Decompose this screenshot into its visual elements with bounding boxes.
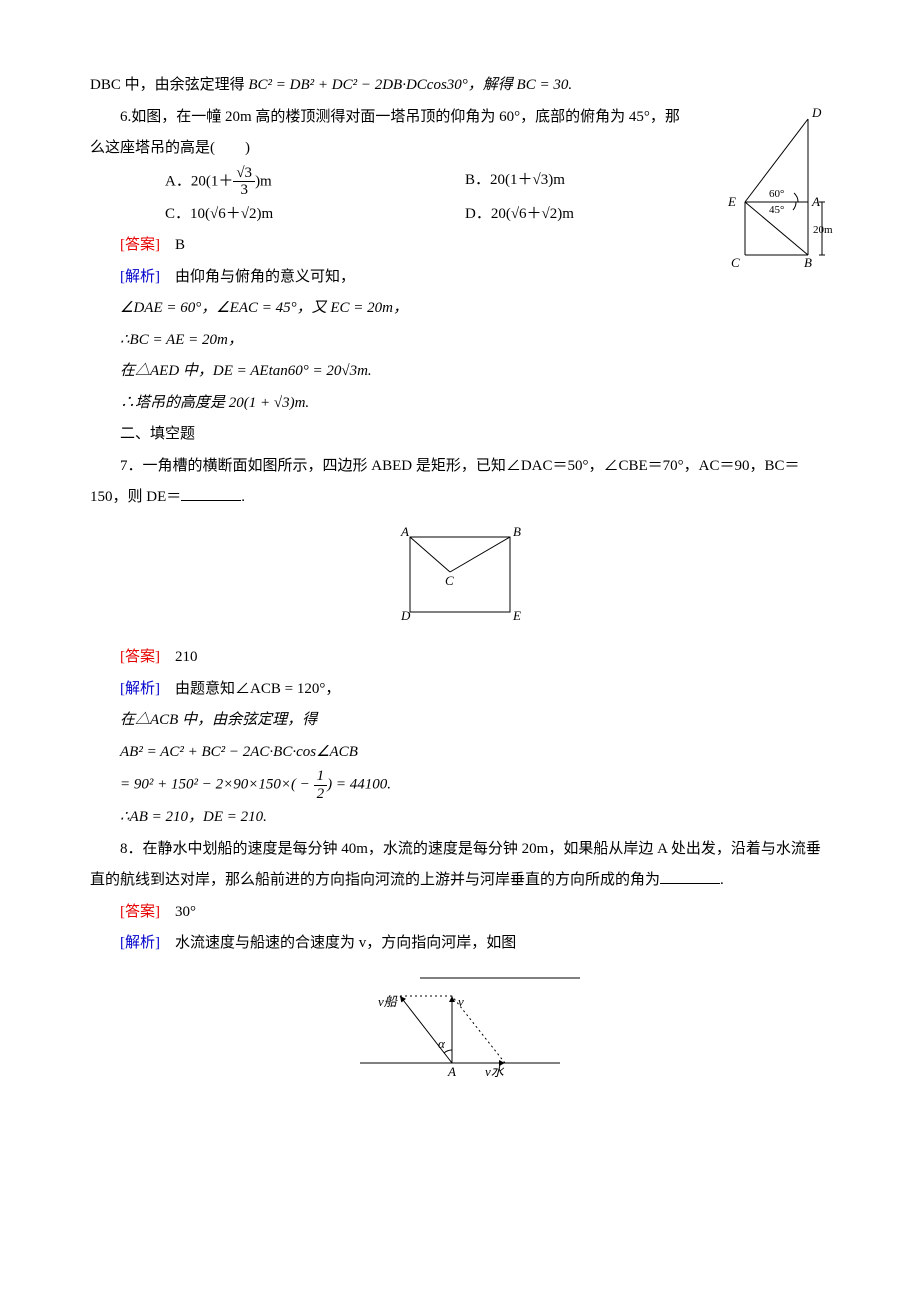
q6-option-C: C．10(√6＋√2)m bbox=[90, 199, 390, 231]
explain-label: [解析] bbox=[120, 269, 160, 285]
continuation-line: DBC 中，由余弦定理得 BC² = DB² + DC² − 2DB·DCcos… bbox=[90, 70, 830, 102]
arc-45 bbox=[793, 202, 796, 210]
label-B: B bbox=[513, 524, 521, 539]
rectangle-diagram: A B C D E bbox=[385, 522, 535, 622]
equation: BC² = DB² + DC² − 2DB·DCcos30°，解得 BC = 3… bbox=[248, 77, 572, 93]
tower-diagram: D E A 60° 45° C B 20m bbox=[700, 107, 830, 267]
answer-value: 30° bbox=[175, 904, 196, 920]
label-vwater: v水 bbox=[485, 1064, 505, 1079]
q7-explain-4: = 90² + 150² − 2×90×150×( − 12) = 44100. bbox=[90, 768, 830, 802]
text: DBC 中，由余弦定理得 bbox=[90, 77, 248, 93]
velocity-diagram: A v船 v v水 α bbox=[330, 968, 590, 1078]
figure-q6: D E A 60° 45° C B 20m bbox=[700, 107, 830, 280]
answer-label: [答案] bbox=[120, 904, 160, 920]
answer-label: [答案] bbox=[120, 649, 160, 665]
answer-value: B bbox=[175, 237, 185, 253]
q6-options: A．20(1＋√33)m B．20(1＋√3)m C．10(√6＋√2)m D．… bbox=[90, 165, 690, 231]
q7-explain-5: ∴AB = 210，DE = 210. bbox=[90, 802, 830, 834]
label-E: E bbox=[727, 194, 736, 209]
label-20m: 20m bbox=[813, 224, 833, 236]
figure-q8: A v船 v v水 α bbox=[90, 968, 830, 1091]
q8-explain-1: [解析] 水流速度与船速的合速度为 v，方向指向河岸，如图 bbox=[90, 928, 830, 960]
frac-1-2: 12 bbox=[314, 768, 328, 802]
label-60: 60° bbox=[769, 188, 784, 200]
label-vboat: v船 bbox=[378, 994, 398, 1009]
q7-explain-1: [解析] 由题意知∠ACB = 120°， bbox=[90, 674, 830, 706]
label-D: D bbox=[811, 105, 822, 120]
label-C: C bbox=[731, 255, 740, 270]
explain-label: [解析] bbox=[120, 935, 160, 951]
label-alpha: α bbox=[438, 1036, 446, 1051]
label-C: C bbox=[445, 573, 454, 588]
arc-60 bbox=[794, 193, 798, 202]
blank-q8 bbox=[660, 869, 720, 884]
label-B: B bbox=[804, 255, 812, 270]
arc-alpha bbox=[444, 1049, 452, 1052]
label-A: A bbox=[400, 524, 409, 539]
label-A: A bbox=[811, 194, 820, 209]
q7-explain-2: 在△ACB 中，由余弦定理，得 bbox=[90, 705, 830, 737]
frac-sqrt3-3: √33 bbox=[233, 165, 255, 199]
label-45: 45° bbox=[769, 204, 784, 216]
label-D: D bbox=[400, 608, 411, 623]
line-BC bbox=[450, 537, 510, 572]
q8-answer: [答案] 30° bbox=[90, 897, 830, 929]
explain-label: [解析] bbox=[120, 681, 160, 697]
answer-label: [答案] bbox=[120, 237, 160, 253]
q6-option-D: D．20(√6＋√2)m bbox=[390, 199, 690, 231]
figure-q7: A B C D E bbox=[90, 522, 830, 635]
q7-answer: [答案] 210 bbox=[90, 642, 830, 674]
line-AC bbox=[410, 537, 450, 572]
q6-option-B: B．20(1＋√3)m bbox=[390, 165, 690, 199]
q6-explain-4: 在△AED 中，DE = AEtan60° = 20√3m. bbox=[90, 356, 830, 388]
q6-explain-3: ∴BC = AE = 20m， bbox=[90, 325, 830, 357]
q6-explain-2: ∠DAE = 60°，∠EAC = 45°，又 EC = 20m， bbox=[90, 293, 830, 325]
section-2-title: 二、填空题 bbox=[90, 419, 830, 451]
q6-option-A: A．20(1＋√33)m bbox=[90, 165, 390, 199]
blank-q7 bbox=[181, 486, 241, 501]
q6-explain-5: ∴塔吊的高度是 20(1 + √3)m. bbox=[90, 388, 830, 420]
label-E: E bbox=[512, 608, 521, 623]
q7-explain-3: AB² = AC² + BC² − 2AC·BC·cos∠ACB bbox=[90, 737, 830, 769]
label-A: A bbox=[447, 1064, 456, 1079]
rect-ABED bbox=[410, 537, 510, 612]
answer-value: 210 bbox=[175, 649, 198, 665]
q7-text: 7．一角槽的横断面如图所示，四边形 ABED 是矩形，已知∠DAC＝50°，∠C… bbox=[90, 451, 830, 514]
q8-text: 8．在静水中划船的速度是每分钟 40m，水流的速度是每分钟 20m，如果船从岸边… bbox=[90, 834, 830, 897]
